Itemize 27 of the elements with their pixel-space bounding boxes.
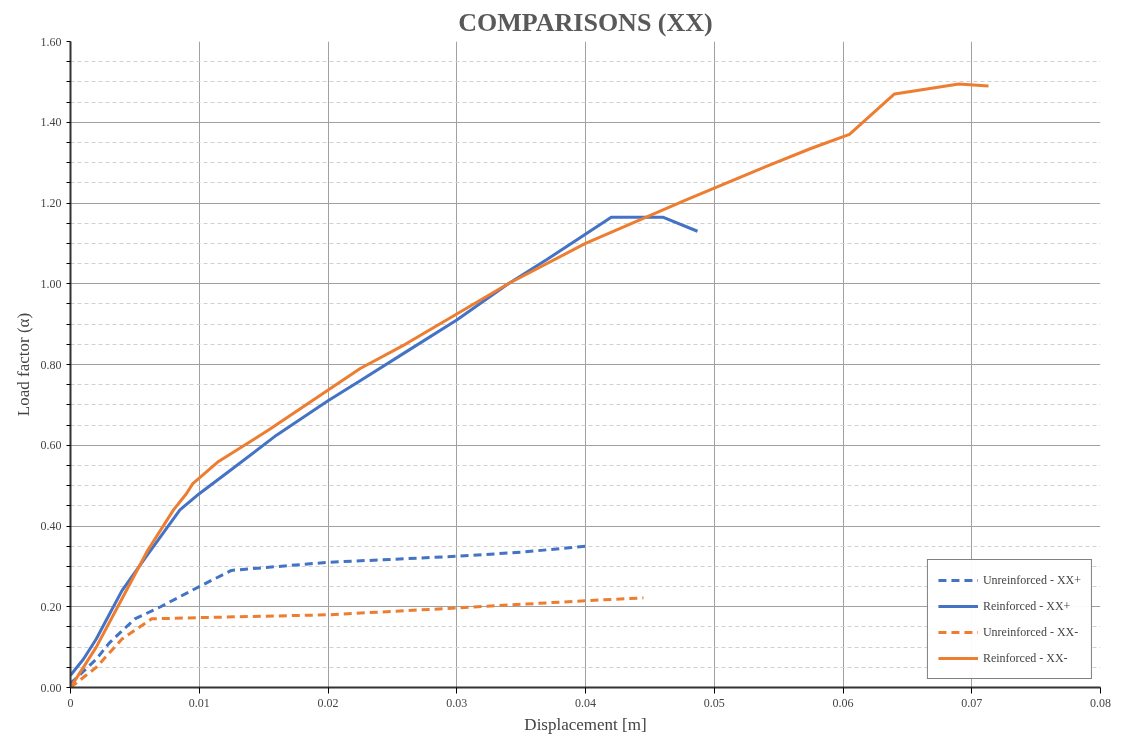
y-tick-label: 0.40 xyxy=(40,519,62,533)
x-tick-label: 0.05 xyxy=(703,695,725,710)
y-tick-label: 0.20 xyxy=(40,599,62,614)
line-series xyxy=(70,215,700,677)
legend-label: Reinforced - XX- xyxy=(982,650,1068,666)
x-tick-label: 0.04 xyxy=(575,695,596,710)
line-series xyxy=(70,544,587,685)
y-axis-title: Load factor (α) xyxy=(13,312,33,417)
legend-label: Reinforced - XX+ xyxy=(982,598,1071,614)
y-tick-label: 1.20 xyxy=(40,196,62,210)
y-tick-label: 1.60 xyxy=(40,34,62,49)
legend-label: Unreinforced - XX- xyxy=(982,624,1079,640)
y-tick-label: 1.00 xyxy=(40,276,62,291)
legend-label: Unreinforced - XX+ xyxy=(982,572,1081,588)
x-tick-label: 0.03 xyxy=(446,695,468,710)
x-tick-label: 0.01 xyxy=(188,695,210,710)
x-tick-label: 0.08 xyxy=(1090,695,1111,710)
x-axis-title: Displacement [m] xyxy=(524,714,647,734)
x-tick-label: 0 xyxy=(67,695,74,710)
x-tick-label: 0.07 xyxy=(961,695,983,710)
y-tick-label: 0.60 xyxy=(40,438,62,453)
x-tick-label: 0.02 xyxy=(317,695,339,710)
y-tick-label: 1.40 xyxy=(40,115,62,130)
y-tick-label: 0.80 xyxy=(40,357,62,372)
x-tick-label: 0.06 xyxy=(832,695,854,710)
y-tick-label: 0.00 xyxy=(40,680,62,695)
chart-title: COMPARISONS (XX) xyxy=(458,7,713,37)
